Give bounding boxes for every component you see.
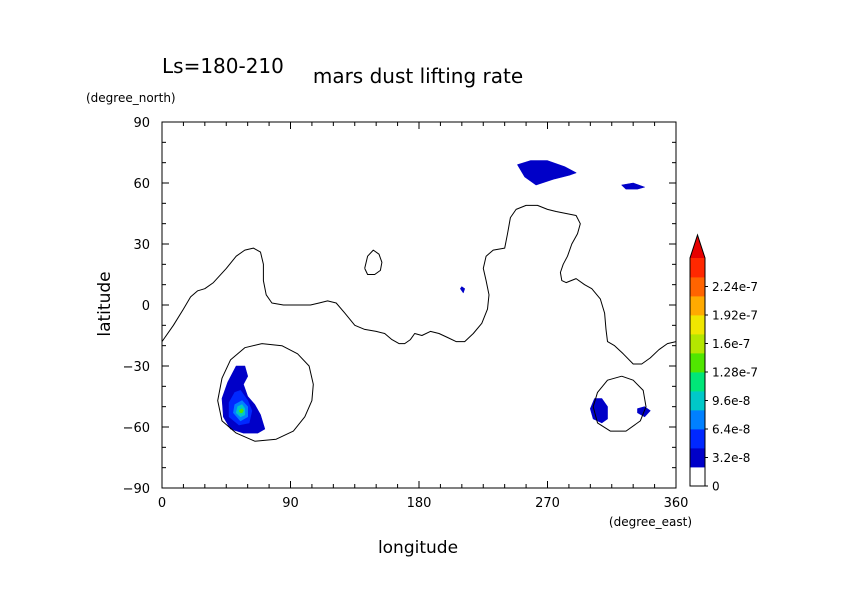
y-tick-label: −90 xyxy=(123,482,150,497)
x-tick-label: 90 xyxy=(282,496,299,511)
y-tick-labels: −90 −60 −30 0 30 60 90 xyxy=(123,116,150,497)
x-axis-units: (degree_east) xyxy=(609,515,692,529)
colorbar-label: 3.2e-8 xyxy=(712,451,750,465)
colorbar-segment xyxy=(690,277,705,297)
x-tick-labels: 0 90 180 270 360 xyxy=(158,496,689,511)
colorbar-segment xyxy=(690,258,705,278)
x-axis-title: longitude xyxy=(378,538,458,558)
colorbar-label: 2.24e-7 xyxy=(712,280,758,294)
colorbar-label: 6.4e-8 xyxy=(712,423,750,437)
colorbar: 0 3.2e-8 6.4e-8 9.6e-8 1.28e-7 1.6e-7 1.… xyxy=(689,233,758,494)
colorbar-segment xyxy=(690,391,705,411)
colorbar-segment xyxy=(690,410,705,430)
colorbar-ticks xyxy=(705,286,708,487)
colorbar-segment xyxy=(690,372,705,392)
dust-lifting-fill-layer xyxy=(221,160,651,434)
contour-line xyxy=(592,375,647,432)
dust-region-level-1 xyxy=(621,182,645,190)
colorbar-label: 0 xyxy=(712,480,720,494)
colorbar-segment xyxy=(690,334,705,354)
plot-frame xyxy=(161,121,677,489)
colorbar-segment xyxy=(690,296,705,316)
colorbar-segments xyxy=(689,233,706,487)
dust-region-level-1 xyxy=(589,398,608,424)
contour-line xyxy=(364,249,383,275)
colorbar-segment xyxy=(690,467,705,487)
y-axis-title: latitude xyxy=(95,271,115,336)
y-tick-label: −30 xyxy=(123,360,150,375)
colorbar-segment xyxy=(690,448,705,468)
dust-region-level-6 xyxy=(238,408,244,414)
colorbar-label: 1.28e-7 xyxy=(712,366,758,380)
colorbar-label: 9.6e-8 xyxy=(712,394,750,408)
y-tick-label: 90 xyxy=(133,116,150,131)
x-tick-label: 0 xyxy=(158,496,166,511)
x-tick-label: 360 xyxy=(664,496,689,511)
colorbar-extend-arrow xyxy=(690,235,705,258)
dust-region-level-1 xyxy=(517,160,577,186)
y-tick-label: 30 xyxy=(133,238,150,253)
colorbar-outline xyxy=(689,233,706,487)
y-tick-label: 60 xyxy=(133,177,150,192)
colorbar-label: 1.6e-7 xyxy=(712,337,750,351)
colorbar-segment xyxy=(690,353,705,373)
chart-subtitle: Ls=180-210 xyxy=(162,54,284,78)
colorbar-segment xyxy=(690,315,705,335)
contour-line-layer xyxy=(161,204,677,442)
contour-line xyxy=(161,204,677,365)
x-tick-label: 180 xyxy=(407,496,432,511)
colorbar-label: 1.92e-7 xyxy=(712,309,758,323)
y-tick-label: 0 xyxy=(142,299,150,314)
chart-title: mars dust lifting rate xyxy=(313,64,523,88)
colorbar-labels: 0 3.2e-8 6.4e-8 9.6e-8 1.28e-7 1.6e-7 1.… xyxy=(712,280,758,494)
dust-region-level-1 xyxy=(460,286,466,294)
y-tick-label: −60 xyxy=(123,421,150,436)
x-tick-label: 270 xyxy=(535,496,560,511)
y-axis-units: (degree_north) xyxy=(86,91,176,105)
colorbar-segment xyxy=(690,429,705,449)
contour-line xyxy=(217,343,314,442)
